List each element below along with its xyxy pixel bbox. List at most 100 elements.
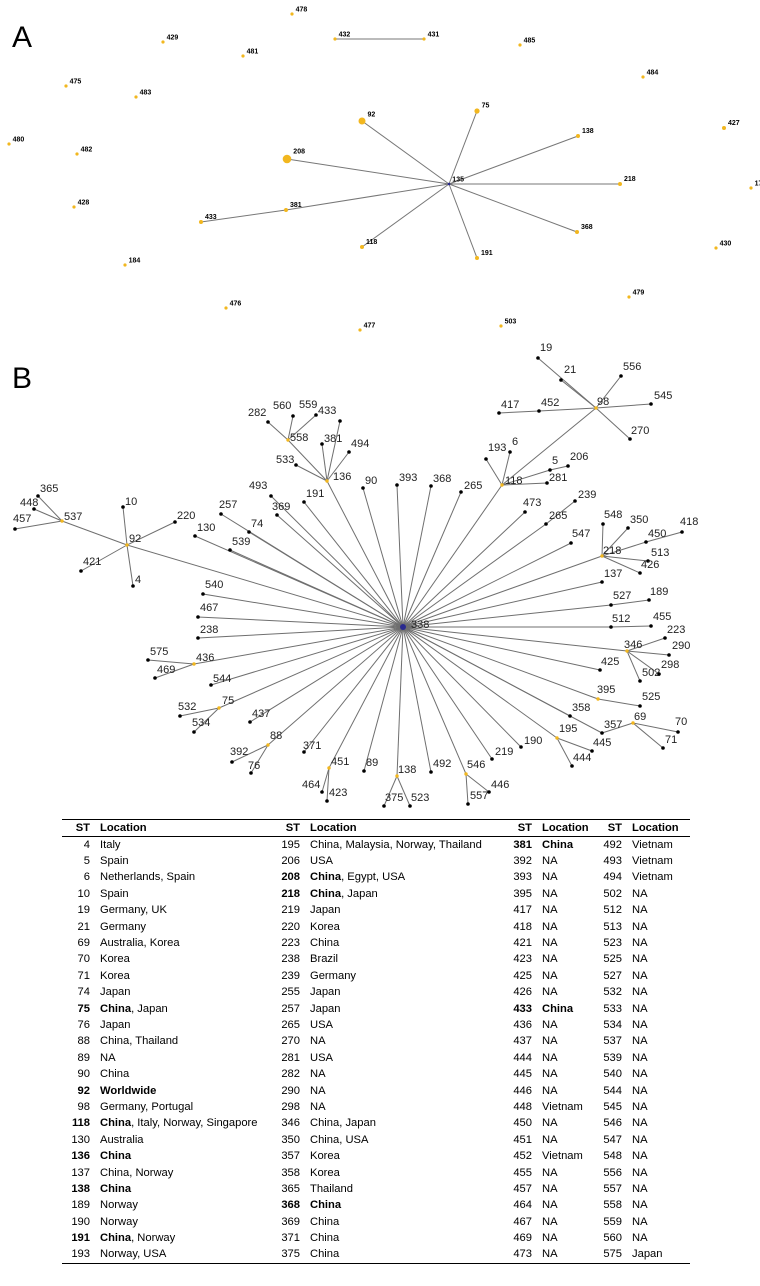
node-label-4: 4 [135, 574, 141, 586]
node-label-478: 478 [296, 6, 308, 13]
header-location-2: Location [308, 819, 508, 837]
node-label-135: 135 [452, 177, 464, 184]
location-cell: NA [632, 920, 648, 933]
node-455 [649, 624, 653, 628]
st-cell: 539 [603, 1051, 622, 1064]
node-75 [474, 108, 480, 114]
location-cell: Korea [310, 1166, 340, 1179]
edge-338-492 [402, 626, 432, 773]
edge-338-190 [402, 626, 522, 748]
edge-135-75 [448, 110, 478, 185]
location-cell: Japan [630, 1246, 690, 1265]
st-cell: 444 [513, 1051, 532, 1064]
node-365 [36, 494, 40, 498]
edge-338-130 [194, 535, 404, 628]
location-cell: Australia, Korea [100, 937, 180, 950]
location-cell: NA [542, 904, 558, 917]
edge-436-469 [154, 663, 195, 679]
st-cell: 365 [281, 1182, 300, 1195]
node-525 [638, 704, 642, 708]
edge-558-560 [287, 415, 294, 441]
st-cell: 502 [603, 887, 622, 900]
table-row: 189 Norway 368 China 464 NA 558 NA [62, 1198, 690, 1214]
node-432 [333, 37, 337, 41]
node-17 [749, 186, 753, 190]
node-label-559: 559 [299, 399, 317, 411]
edge-338-89 [363, 626, 404, 772]
panel-b-nodes: 338 19 21 556 545 98 452 417 270 282 560 559 433 558 3… [13, 342, 698, 808]
node-label-557: 557 [470, 790, 488, 802]
node-label-513: 513 [651, 547, 669, 559]
edge-537-448 [33, 508, 63, 522]
location-cell: China [542, 838, 574, 851]
node-464 [320, 790, 324, 794]
st-cell: 425 [513, 969, 532, 982]
table-row: 98 Germany, Portugal 298 NA 448 Vietnam 545 NA [62, 1099, 690, 1115]
node-219 [490, 757, 494, 761]
location-cell: NA [310, 1068, 326, 1081]
node-381 [284, 208, 288, 212]
location-cell: USA [310, 855, 334, 868]
panel-a-letter: A [12, 21, 32, 54]
location-cell: NA [632, 1133, 648, 1146]
node-label-193: 193 [488, 442, 506, 454]
table-row: 88 China, Thailand 270 NA 437 NA 537 NA [62, 1034, 690, 1050]
edge-338-540 [202, 593, 404, 628]
node-527 [609, 603, 613, 607]
node-540 [201, 592, 205, 596]
node-label-546: 546 [467, 759, 485, 771]
node-label-473: 473 [523, 497, 541, 509]
st-cell: 452 [513, 1150, 532, 1163]
edge-135-138 [448, 135, 579, 185]
location-cell: NA [542, 1018, 558, 1031]
st-cell: 220 [281, 920, 300, 933]
node-5 [548, 468, 552, 472]
st-cell: 445 [513, 1068, 532, 1081]
location-cell: NA [542, 1166, 558, 1179]
node-357 [600, 731, 604, 735]
header-st-4: ST [598, 819, 630, 837]
edge-218-350 [601, 527, 629, 557]
table-row: 130 Australia 350 China, USA 451 NA 547 NA [62, 1132, 690, 1148]
location-cell: NA [542, 1051, 558, 1064]
location-cell: NA [632, 1018, 648, 1031]
location-cell: Korea [100, 969, 130, 982]
edge-338-451 [328, 626, 404, 769]
node-label-436: 436 [196, 652, 214, 664]
edge-92-220 [126, 521, 176, 546]
st-cell: 270 [281, 1035, 300, 1048]
st-cell: 5 [83, 855, 90, 868]
st-cell: 575 [598, 1246, 630, 1265]
table-row: 4 Italy 195 China, Malaysia, Norway, Thaila… [62, 837, 690, 854]
st-cell: 393 [513, 871, 532, 884]
node-label-350: 350 [630, 514, 648, 526]
node-393 [395, 483, 399, 487]
node-90 [361, 486, 365, 490]
edge-138-523 [396, 775, 411, 807]
node-257 [219, 512, 223, 516]
st-cell: 532 [603, 986, 622, 999]
st-cell: 546 [603, 1117, 622, 1130]
st-cell: 547 [603, 1133, 622, 1146]
node-492 [429, 770, 433, 774]
edge-338-546 [402, 626, 467, 775]
st-cell: 257 [281, 1002, 300, 1015]
node-190 [519, 745, 523, 749]
node-label-481: 481 [247, 48, 259, 55]
edge-118-98 [501, 407, 597, 486]
location-cell: NA [632, 986, 648, 999]
node-label-425: 425 [601, 656, 619, 668]
node-label-418: 418 [680, 516, 698, 528]
edge-338-191 [303, 501, 404, 628]
location-cell: Japan [310, 1002, 341, 1015]
node-label-89: 89 [366, 757, 378, 769]
table-row: 21 Germany 220 Korea 418 NA 513 NA [62, 919, 690, 935]
node-label-475: 475 [70, 78, 82, 85]
node-467 [196, 615, 200, 619]
st-cell: 238 [281, 953, 300, 966]
edge-265b-239 [545, 500, 576, 525]
location-cell: Germany [310, 969, 357, 982]
table-row: 92 Worldwide 290 NA 446 NA 544 NA [62, 1083, 690, 1099]
st-cell: 218 [281, 887, 300, 900]
node-label-444: 444 [573, 752, 591, 764]
